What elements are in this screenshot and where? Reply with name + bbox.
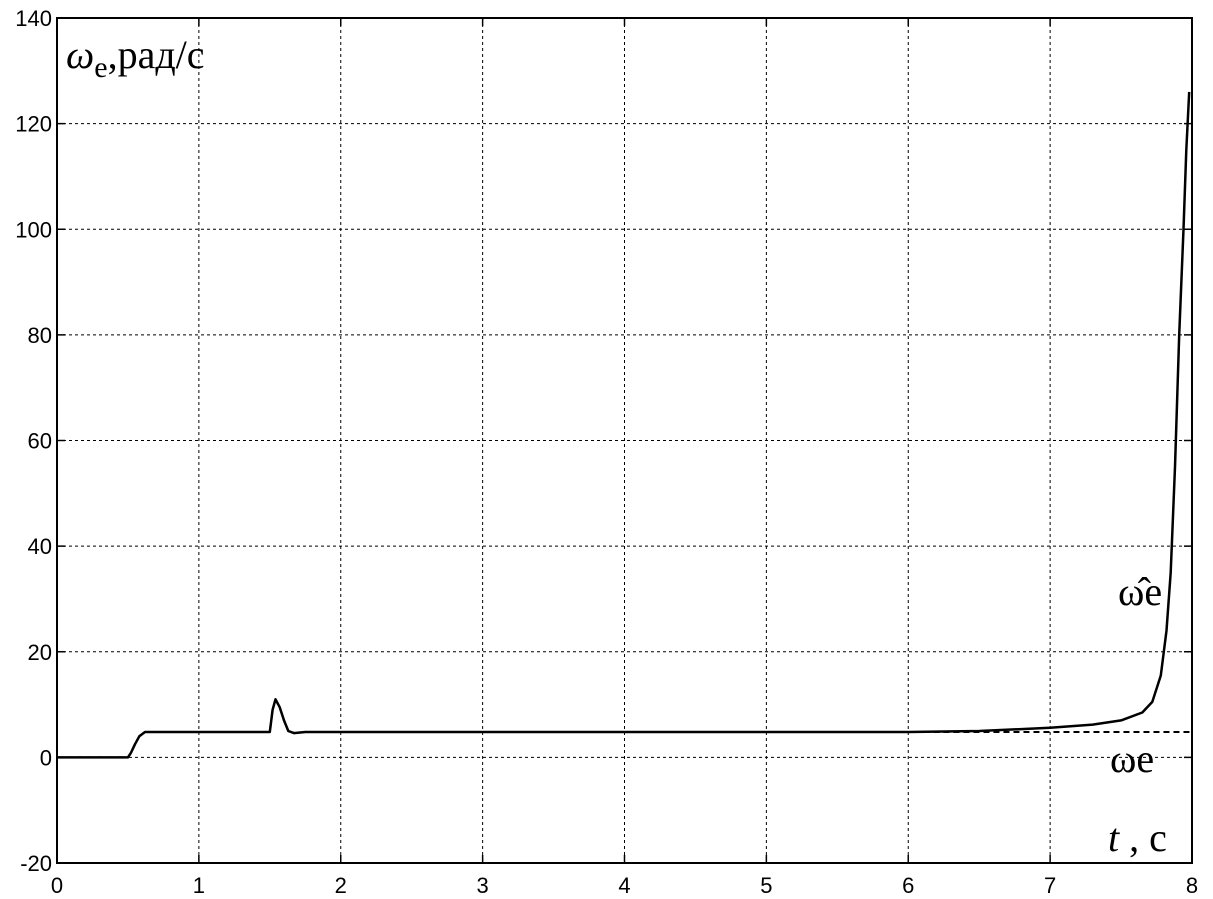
- x-tick-label-0: 0: [51, 873, 63, 898]
- x-tick-label-5: 5: [760, 873, 772, 898]
- y-tick-label-8: 140: [15, 6, 52, 31]
- y-tick-label-2: 20: [28, 640, 52, 665]
- series-label-estimate: ω̂e: [1118, 569, 1162, 614]
- x-tick-label-4: 4: [618, 873, 630, 898]
- x-axis-label-sep: ,: [1119, 815, 1139, 860]
- y-tick-label-3: 40: [28, 534, 52, 559]
- x-axis-label: t ,c: [1108, 815, 1167, 860]
- ticks: [56, 17, 1193, 864]
- x-tick-label-2: 2: [335, 873, 347, 898]
- grid: [57, 18, 1192, 863]
- x-tick-label-7: 7: [1044, 873, 1056, 898]
- x-tick-labels: 0 1 2 3 4 5 6 7 8: [51, 873, 1198, 898]
- x-tick-label-3: 3: [477, 873, 489, 898]
- y-tick-label-0: -20: [20, 851, 52, 876]
- y-axis-label-var: ω: [66, 32, 94, 77]
- x-axis-label-var: t: [1108, 815, 1120, 860]
- x-axis-label-unit: c: [1149, 815, 1167, 860]
- y-tick-label-4: 60: [28, 429, 52, 454]
- y-axis-label-sub: e: [94, 51, 107, 84]
- series-line-estimate: [57, 91, 1191, 759]
- y-tick-label-7: 120: [15, 112, 52, 137]
- y-tick-label-1: 0: [40, 745, 52, 770]
- x-tick-label-6: 6: [902, 873, 914, 898]
- series-label-actual: ωe: [1110, 736, 1154, 781]
- y-axis-label: ωe,рад/с: [66, 32, 205, 84]
- y-axis-label-unit: ,рад/с: [108, 32, 205, 77]
- x-tick-label-8: 8: [1186, 873, 1198, 898]
- y-tick-label-5: 80: [28, 323, 52, 348]
- y-tick-labels: -20 0 20 40 60 80 100 120 140: [15, 6, 52, 876]
- y-tick-label-6: 100: [15, 217, 52, 242]
- x-tick-label-1: 1: [193, 873, 205, 898]
- series-layer: [57, 91, 1192, 759]
